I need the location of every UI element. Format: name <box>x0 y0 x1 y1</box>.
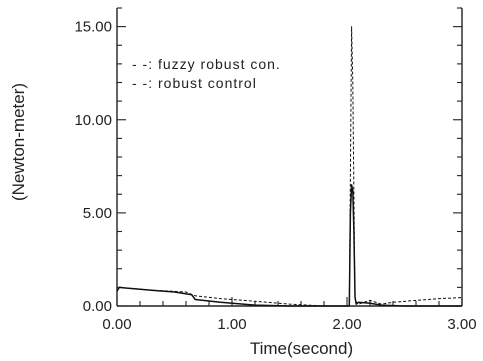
legend-entry-fuzzy-robust: - -: fuzzy robust con. <box>132 56 281 72</box>
y-tick-labels: 0.00 5.00 10.00 15.00 <box>74 19 112 315</box>
x-ticks <box>116 297 463 306</box>
y-tick-label: 5.00 <box>83 205 112 222</box>
legend: - -: fuzzy robust con. - -: robust contr… <box>132 56 281 91</box>
plot-frame <box>116 8 463 307</box>
series-line-fuzzy-robust <box>116 184 462 307</box>
y-axis-title: (Newton-meter) <box>9 83 28 201</box>
x-tick-label: 3.00 <box>447 316 476 333</box>
y-tick-label: 10.00 <box>74 112 112 129</box>
legend-entry-robust-control: - -: robust control <box>132 75 257 91</box>
x-tick-label: 1.00 <box>217 316 246 333</box>
x-tick-label: 0.00 <box>102 316 131 333</box>
y-ticks <box>117 7 462 307</box>
x-axis-title: Time(second) <box>250 339 353 358</box>
x-tick-labels: 0.00 1.00 2.00 3.00 <box>102 316 476 333</box>
series-lines <box>116 26 463 307</box>
x-tick-label: 2.00 <box>332 316 361 333</box>
y-tick-label: 15.00 <box>74 19 112 36</box>
y-tick-label: 0.00 <box>83 298 112 315</box>
series-line-robust-control <box>116 26 463 307</box>
